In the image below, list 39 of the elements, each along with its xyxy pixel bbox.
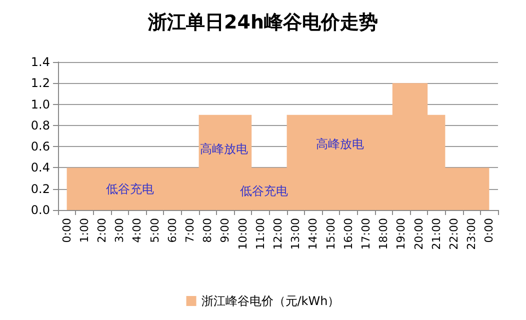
x-tick-label: 13:00 [289, 218, 302, 250]
annotation: 低谷充电 [106, 182, 154, 196]
y-tick-label: 1.0 [30, 97, 50, 112]
y-tick-label: 0.4 [30, 160, 50, 175]
x-tick-label: 11:00 [254, 218, 267, 250]
y-tick-label: 0.6 [30, 140, 50, 154]
x-tick-label: 8:00 [201, 218, 214, 243]
annotation: 低谷充电 [240, 184, 288, 198]
x-tick-label: 12:00 [272, 218, 284, 250]
x-tick-label: 5:00 [148, 218, 162, 243]
x-tick-label: 2:00 [96, 218, 108, 243]
x-tick-label: 3:00 [113, 218, 126, 243]
x-tick-label: 20:00 [412, 218, 426, 250]
x-tick-label: 17:00 [360, 218, 372, 250]
x-tick-label: 0:00 [482, 218, 496, 243]
x-tick-label: 0:00 [60, 218, 74, 243]
y-tick-label: 0.0 [30, 203, 50, 217]
y-tick-label: 0.2 [30, 182, 50, 196]
x-tick-label: 21:00 [430, 218, 443, 250]
y-tick-label: 0.8 [30, 118, 50, 132]
x-tick-label: 23:00 [465, 218, 478, 250]
x-tick-label: 9:00 [218, 218, 232, 243]
x-tick-label: 18:00 [377, 218, 390, 250]
x-tick-label: 6:00 [166, 218, 179, 243]
x-tick-label: 7:00 [184, 218, 196, 243]
x-tick-label: 4:00 [130, 218, 144, 243]
y-tick-label: 1.4 [30, 55, 50, 69]
x-tick-label: 1:00 [78, 218, 91, 243]
annotation: 高峰放电 [200, 142, 248, 156]
legend-label: 浙江峰谷电价（元/kWh） [201, 294, 340, 308]
x-tick-label: 22:00 [448, 218, 460, 250]
x-tick-label: 16:00 [342, 218, 355, 250]
x-tick-label: 10:00 [236, 218, 250, 250]
x-tick-label: 19:00 [394, 218, 408, 250]
y-tick-label: 1.2 [30, 76, 50, 90]
annotation: 高峰放电 [316, 137, 364, 151]
chart-title: 浙江单日24h峰谷电价走势 [147, 12, 378, 34]
x-tick-label: 15:00 [324, 218, 338, 250]
x-tick-label: 14:00 [306, 218, 320, 250]
